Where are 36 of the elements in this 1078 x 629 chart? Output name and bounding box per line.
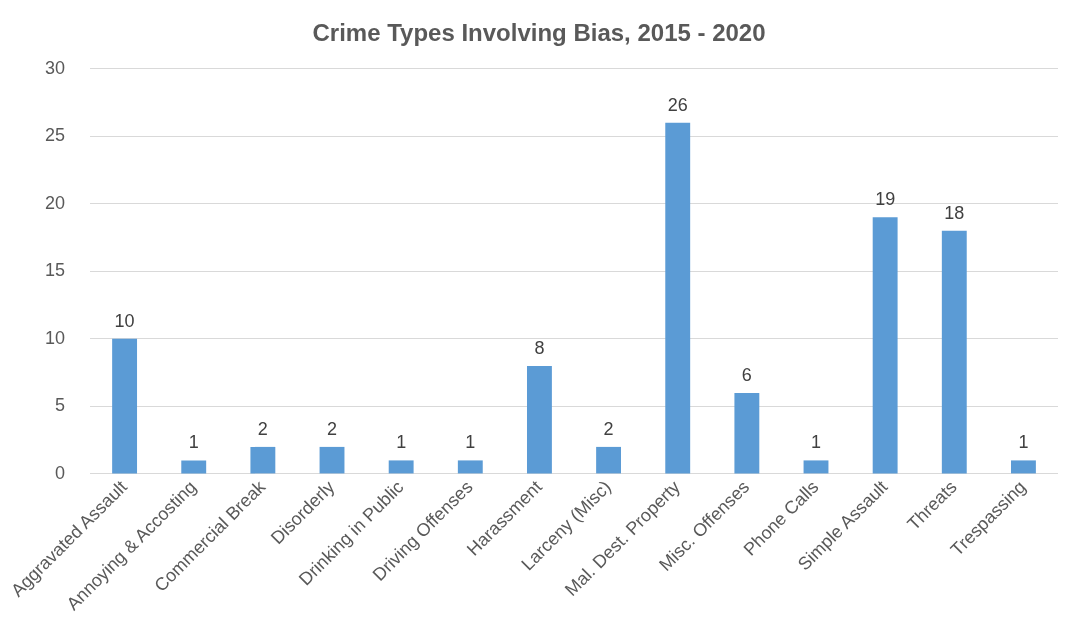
- data-label: 2: [327, 418, 338, 439]
- bar: [457, 460, 483, 474]
- data-label: 1: [396, 432, 407, 453]
- bar: [734, 392, 760, 474]
- y-tick-label: 25: [44, 125, 66, 146]
- data-label: 1: [465, 432, 476, 453]
- bar: [388, 460, 414, 474]
- bar: [181, 460, 207, 474]
- data-label: 2: [603, 418, 614, 439]
- data-label: 8: [534, 337, 545, 358]
- y-tick-label: 15: [44, 260, 66, 281]
- bar: [1010, 460, 1036, 474]
- data-label: 6: [741, 364, 752, 385]
- bar: [527, 365, 552, 474]
- data-label: 1: [1018, 432, 1029, 453]
- bar: [250, 446, 276, 474]
- bar: [319, 446, 345, 474]
- bar: [803, 460, 829, 474]
- bar: [872, 217, 898, 474]
- data-label: 10: [114, 310, 135, 331]
- bar: [665, 122, 691, 474]
- data-label: 1: [811, 432, 822, 453]
- y-tick-label: 10: [44, 327, 66, 348]
- data-label: 26: [667, 94, 688, 115]
- y-tick-label: 30: [44, 57, 66, 78]
- bar: [112, 338, 138, 474]
- y-tick-label: 20: [44, 192, 66, 213]
- data-label: 18: [944, 202, 965, 223]
- data-label: 1: [188, 432, 199, 453]
- y-tick-label: 0: [55, 462, 66, 483]
- bar: [596, 446, 622, 474]
- chart-title: Crime Types Involving Bias, 2015 - 2020: [312, 19, 766, 47]
- y-tick-label: 5: [55, 395, 66, 416]
- bar: [941, 230, 967, 474]
- data-label: 19: [875, 189, 896, 210]
- data-label: 2: [257, 418, 268, 439]
